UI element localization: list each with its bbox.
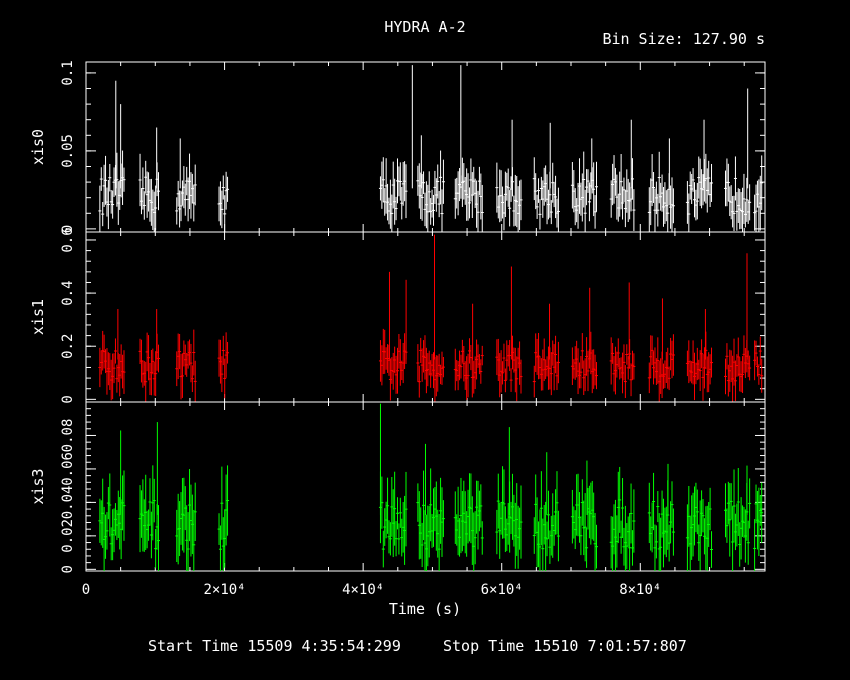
series-xis3 [98,403,764,571]
y-tick-label: 0.05 [60,134,76,168]
x-tick-label: 4×10⁴ [342,582,384,598]
x-axis-ticks: 0 2×10⁴ 4×10⁴ 6×10⁴ 8×10⁴ [82,582,662,598]
series-xis0 [98,65,764,232]
panel-frame-xis3 [85,401,766,572]
x-tick-label: 6×10⁴ [481,582,523,598]
y-tick-label: 0.04 [60,486,76,520]
stop-time: Stop Time 15510 7:01:57:807 [443,637,687,655]
y-tick-label: 0.06 [60,452,76,486]
y-tick-label: 0 [60,225,76,233]
y-axis-label-xis0: xis0 [29,129,47,165]
panel-xis0: 0 0.05 0.1 xis0 [29,60,766,233]
y-tick-label: 0 [60,565,76,573]
start-time: Start Time 15509 4:35:54:299 [148,637,401,655]
x-tick-label: 2×10⁴ [203,582,245,598]
y-axis-label-xis3: xis3 [29,468,47,504]
chart-title: HYDRA A-2 [384,18,465,36]
y-tick-label: 0.2 [60,334,76,359]
panel-xis3: 0 0.020.040.060.08 xis3 [29,401,766,574]
panel-xis1: 0 0.2 0.4 0.6 xis1 [29,227,766,404]
panels: 00.050.1xis000.20.40.6xis100.020.040.060… [29,60,766,574]
y-tick-label: 0.1 [60,60,76,85]
y-tick-label: 0 [60,395,76,403]
x-axis-label: Time (s) [389,600,461,618]
y-tick-label: 0.6 [60,227,76,252]
bin-size-label: Bin Size: 127.90 s [602,30,765,48]
x-tick-label: 8×10⁴ [619,582,661,598]
x-tick-label: 0 [82,582,90,598]
y-tick-label: 0.08 [60,419,76,453]
y-tick-label: 0.02 [60,519,76,553]
y-tick-label: 0.4 [60,280,76,305]
series-xis1 [98,234,764,402]
y-axis-label-xis1: xis1 [29,299,47,335]
